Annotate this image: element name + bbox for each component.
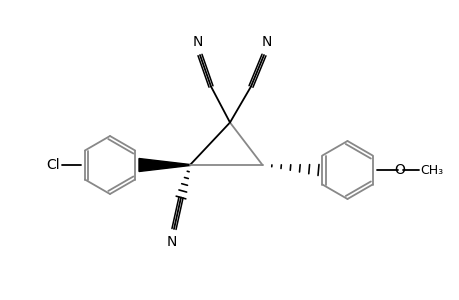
Text: N: N: [261, 35, 271, 49]
Text: CH₃: CH₃: [420, 164, 442, 176]
Text: N: N: [166, 236, 176, 250]
Text: Cl: Cl: [46, 158, 59, 172]
Polygon shape: [139, 158, 190, 172]
Text: O: O: [393, 163, 404, 177]
Text: N: N: [192, 35, 202, 49]
